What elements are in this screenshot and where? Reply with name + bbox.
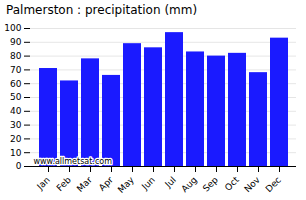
- svg-text:Oct: Oct: [223, 174, 241, 192]
- svg-text:70: 70: [10, 65, 22, 75]
- svg-text:Apr: Apr: [97, 175, 115, 193]
- svg-text:80: 80: [10, 51, 22, 61]
- svg-text:May: May: [116, 174, 137, 195]
- svg-text:Aug: Aug: [179, 175, 199, 195]
- svg-text:Jun: Jun: [139, 175, 157, 193]
- svg-text:Jan: Jan: [34, 175, 52, 193]
- svg-text:Nov: Nov: [242, 174, 262, 194]
- svg-text:40: 40: [10, 106, 22, 116]
- svg-text:90: 90: [10, 37, 22, 47]
- svg-text:10: 10: [10, 148, 22, 158]
- svg-text:www.allmetsat.com: www.allmetsat.com: [34, 157, 113, 166]
- svg-text:50: 50: [10, 92, 22, 102]
- svg-text:Dec: Dec: [264, 175, 283, 194]
- svg-text:0: 0: [16, 161, 22, 171]
- svg-text:100: 100: [4, 23, 21, 33]
- svg-text:Mar: Mar: [75, 174, 94, 193]
- html-text:Palmerston : precipitation (mm: Palmerston : precipitation (mm): [6, 3, 198, 17]
- svg-text:20: 20: [10, 134, 22, 144]
- svg-text:Sep: Sep: [201, 175, 220, 194]
- svg-text:Jul: Jul: [162, 175, 177, 190]
- svg-text:60: 60: [10, 79, 22, 89]
- svg-text:30: 30: [10, 120, 22, 130]
- svg-text:Feb: Feb: [55, 175, 74, 194]
